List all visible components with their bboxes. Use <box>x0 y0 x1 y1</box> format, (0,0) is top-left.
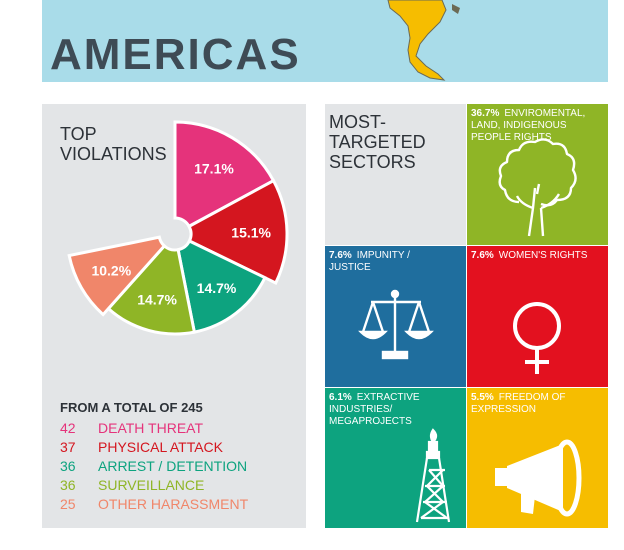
pie-slice-arrest-detention <box>176 238 267 334</box>
violations-legend: 42 DEATH THREAT 37 PHYSICAL ATTACK 36 ARREST … <box>60 419 248 514</box>
total-label: FROM A TOTAL OF 245 <box>60 400 203 415</box>
oil-rig-icon <box>415 428 451 523</box>
legend-label: SURVEILLANCE <box>98 477 205 493</box>
sectors-title-box: MOST- TARGETED SECTORS <box>325 104 466 245</box>
legend-count: 37 <box>60 439 76 455</box>
legend-item-surveillance: 36 SURVEILLANCE <box>60 476 248 495</box>
sectors-title: MOST- TARGETED SECTORS <box>329 112 426 172</box>
sector-tile-extractive: 6.1% EXTRACTIVE INDUSTRIES/ MEGAPROJECTS <box>325 388 466 528</box>
page-title: AMERICAS <box>50 30 301 79</box>
legend-count: 25 <box>60 496 76 512</box>
top-violations-panel: 17.1% 15.1% 14.7% 14.7% 10.2% TOP VIOLATIONS… <box>42 104 306 528</box>
legend-label: DEATH THREAT <box>98 420 204 436</box>
pie-slice-physical-attack <box>187 178 289 285</box>
legend-count: 36 <box>60 458 76 474</box>
pie-label-death-threat: 17.1% <box>194 161 234 177</box>
legend-item-death-threat: 42 DEATH THREAT <box>60 419 248 438</box>
tree-icon <box>498 138 577 237</box>
sector-label-environment: 36.7% ENVIROMENTAL, LAND, INDIGENOUS PEOP… <box>471 108 586 143</box>
sector-label-extractive: 6.1% EXTRACTIVE INDUSTRIES/ MEGAPROJECTS <box>329 392 420 427</box>
pie-label-arrest-detention: 14.7% <box>197 280 237 296</box>
legend-item-other-harassment: 25 OTHER HARASSMENT <box>60 495 248 514</box>
sector-tile-justice: 7.6% IMPUNITY / JUSTICE <box>325 246 466 387</box>
legend-count: 36 <box>60 477 76 493</box>
sector-label-womens-rights: 7.6% WOMEN'S RIGHTS <box>471 250 588 261</box>
pie-slice-surveillance <box>106 243 197 336</box>
violations-pie-chart: 17.1% 15.1% 14.7% 14.7% 10.2% <box>67 120 289 336</box>
americas-banner: AMERICAS <box>42 0 608 82</box>
legend-label: ARREST / DETENTION <box>98 458 248 474</box>
pie-slice-death-threat <box>173 120 276 229</box>
scales-icon <box>358 289 434 360</box>
legend-count: 42 <box>60 420 76 436</box>
megaphone-icon <box>495 439 582 517</box>
legend-label: PHYSICAL ATTACK <box>98 439 223 455</box>
pie-slice-other-harassment <box>67 235 167 317</box>
sector-tile-expression: 5.5% FREEDOM OF EXPRESSION <box>467 388 608 528</box>
female-symbol-icon <box>513 302 561 374</box>
violations-title: TOP VIOLATIONS <box>60 124 167 164</box>
south-america-map-icon <box>387 0 460 81</box>
legend-item-physical-attack: 37 PHYSICAL ATTACK <box>60 438 248 457</box>
pie-label-surveillance: 14.7% <box>137 292 177 308</box>
sector-label-expression: 5.5% FREEDOM OF EXPRESSION <box>471 392 566 415</box>
most-targeted-sectors-panel: MOST- TARGETED SECTORS 36.7% ENVIROMENTAL… <box>325 104 608 528</box>
sector-tile-womens-rights: 7.6% WOMEN'S RIGHTS <box>467 246 608 387</box>
legend-item-arrest-detention: 36 ARREST / DETENTION <box>60 457 248 476</box>
sector-tile-environment: 36.7% ENVIROMENTAL, LAND, INDIGENOUS PEOP… <box>467 104 608 245</box>
pie-label-physical-attack: 15.1% <box>231 224 271 240</box>
legend-label: OTHER HARASSMENT <box>98 496 249 512</box>
pie-label-other-harassment: 10.2% <box>91 263 131 279</box>
sector-label-justice: 7.6% IMPUNITY / JUSTICE <box>329 250 410 273</box>
